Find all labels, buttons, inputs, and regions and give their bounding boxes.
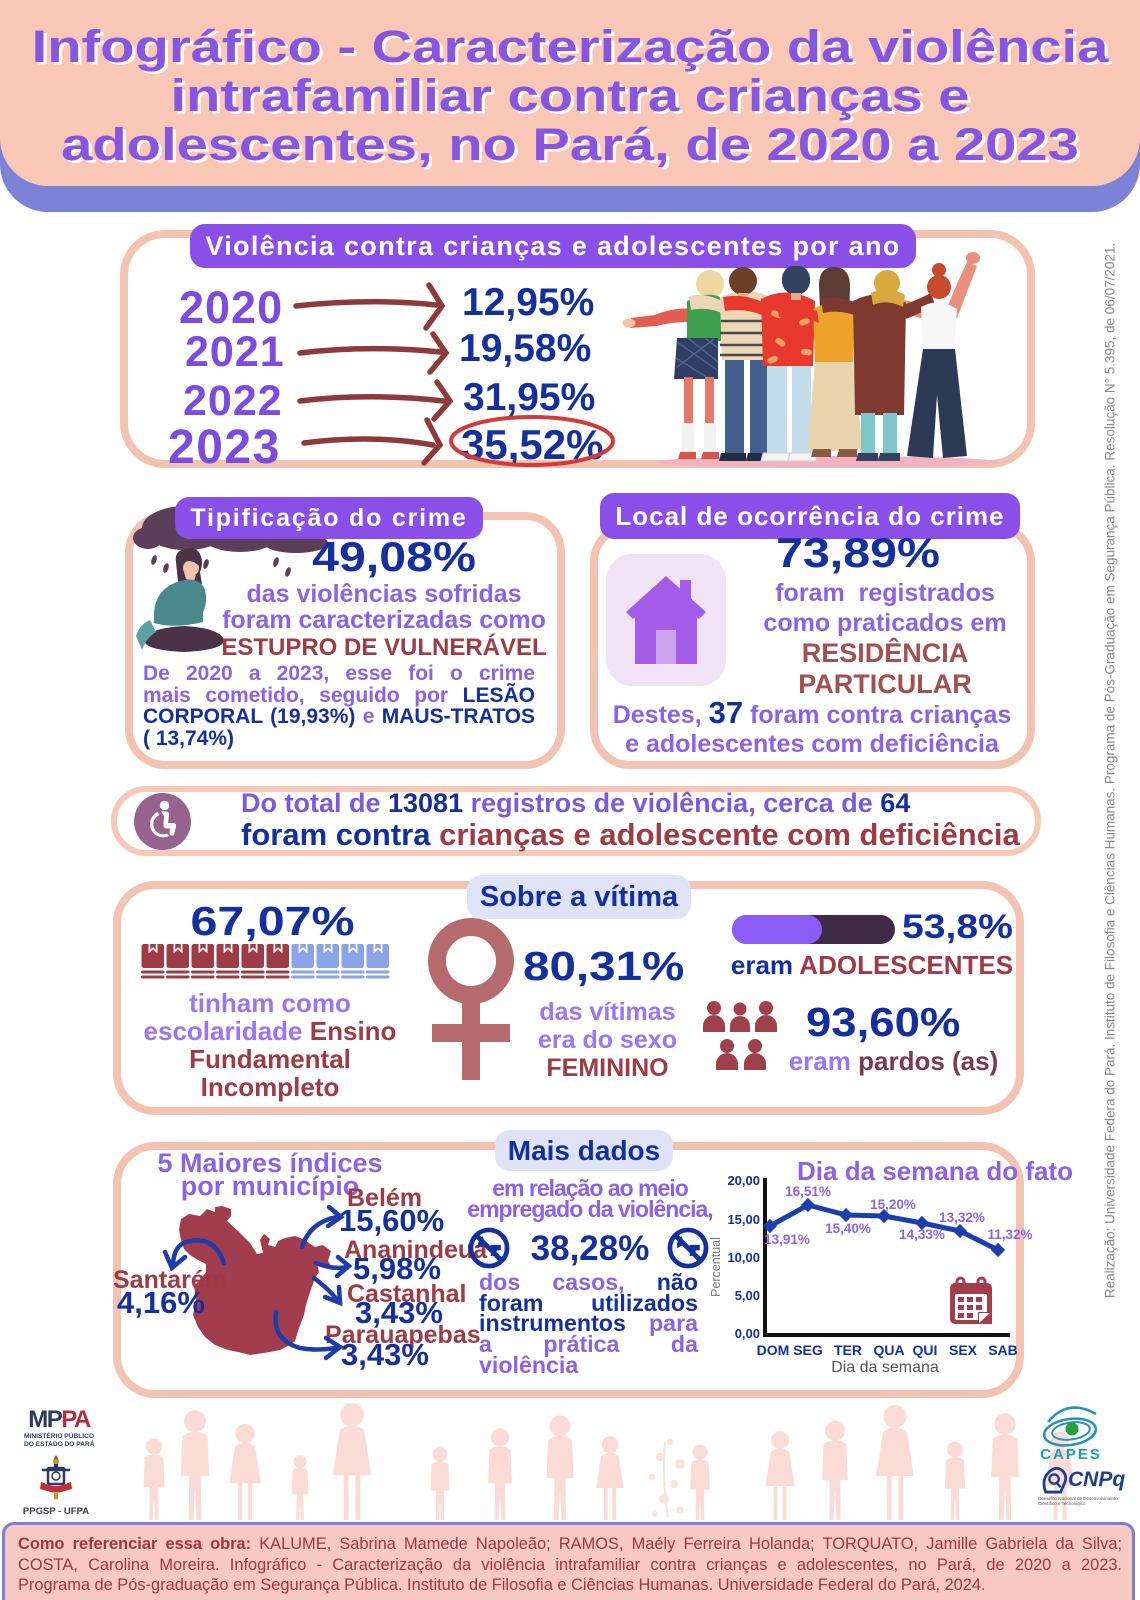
svg-text:20,00: 20,00 bbox=[727, 1173, 760, 1188]
svg-text:0,00: 0,00 bbox=[735, 1326, 760, 1341]
svg-text:15,00: 15,00 bbox=[727, 1212, 760, 1227]
svg-text:Dia da semana: Dia da semana bbox=[831, 1359, 939, 1376]
svg-text:QUI: QUI bbox=[913, 1342, 938, 1358]
svg-text:SEG: SEG bbox=[793, 1342, 823, 1358]
svg-text:DOM: DOM bbox=[757, 1342, 790, 1358]
svg-text:QUA: QUA bbox=[873, 1342, 904, 1358]
svg-text:5,00: 5,00 bbox=[735, 1288, 760, 1303]
svg-text:13,91%: 13,91% bbox=[764, 1232, 810, 1247]
svg-text:SEX: SEX bbox=[949, 1342, 978, 1358]
svg-text:11,32%: 11,32% bbox=[987, 1227, 1032, 1242]
svg-text:13,32%: 13,32% bbox=[939, 1210, 985, 1225]
svg-text:14,33%: 14,33% bbox=[899, 1227, 945, 1242]
svg-text:TER: TER bbox=[834, 1342, 862, 1358]
svg-text:SAB: SAB bbox=[988, 1342, 1018, 1358]
svg-text:16,51%: 16,51% bbox=[785, 1184, 831, 1199]
svg-text:Percentual: Percentual bbox=[709, 1237, 723, 1297]
svg-text:15,20%: 15,20% bbox=[870, 1197, 916, 1212]
svg-text:10,00: 10,00 bbox=[727, 1250, 760, 1265]
svg-text:15,40%: 15,40% bbox=[825, 1221, 871, 1236]
